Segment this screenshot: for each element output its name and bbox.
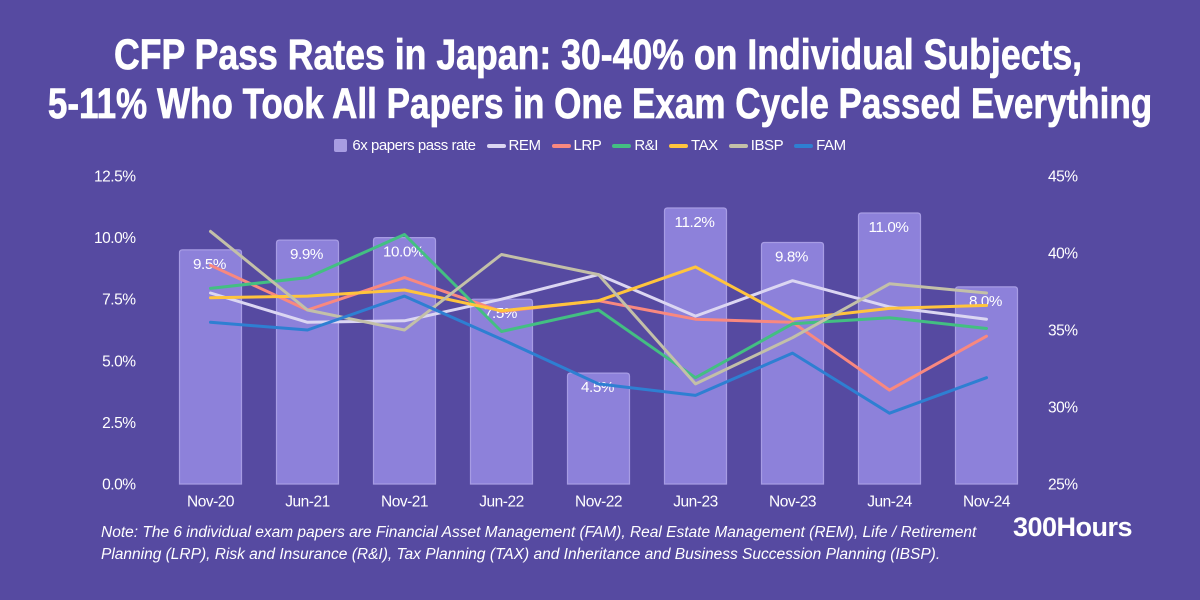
svg-text:11.0%: 11.0% [869, 219, 909, 236]
svg-text:9.9%: 9.9% [290, 246, 323, 263]
svg-text:35%: 35% [1048, 323, 1078, 340]
svg-text:5.0%: 5.0% [102, 353, 136, 370]
svg-text:10.0%: 10.0% [94, 230, 136, 247]
svg-text:10.0%: 10.0% [383, 244, 424, 261]
svg-text:9.8%: 9.8% [775, 249, 808, 266]
svg-text:Jun-23: Jun-23 [673, 494, 717, 511]
svg-text:2.5%: 2.5% [102, 415, 136, 432]
svg-text:25%: 25% [1048, 477, 1078, 494]
svg-text:11.2%: 11.2% [675, 214, 715, 231]
svg-text:7.5%: 7.5% [102, 292, 136, 309]
svg-text:4.5%: 4.5% [581, 379, 614, 396]
svg-text:Jun-21: Jun-21 [285, 494, 329, 511]
svg-text:Nov-20: Nov-20 [187, 494, 235, 511]
svg-text:40%: 40% [1048, 246, 1078, 263]
svg-text:0.0%: 0.0% [102, 477, 136, 494]
svg-text:Nov-22: Nov-22 [575, 494, 622, 511]
svg-text:Jun-22: Jun-22 [479, 494, 523, 511]
svg-text:45%: 45% [1048, 169, 1078, 186]
svg-text:12.5%: 12.5% [94, 169, 136, 186]
svg-text:Nov-21: Nov-21 [381, 494, 428, 511]
svg-text:Jun-24: Jun-24 [867, 494, 912, 511]
svg-text:30%: 30% [1048, 400, 1078, 417]
svg-text:8.0%: 8.0% [969, 293, 1002, 310]
svg-text:Nov-24: Nov-24 [963, 494, 1011, 511]
svg-text:Nov-23: Nov-23 [769, 494, 816, 511]
